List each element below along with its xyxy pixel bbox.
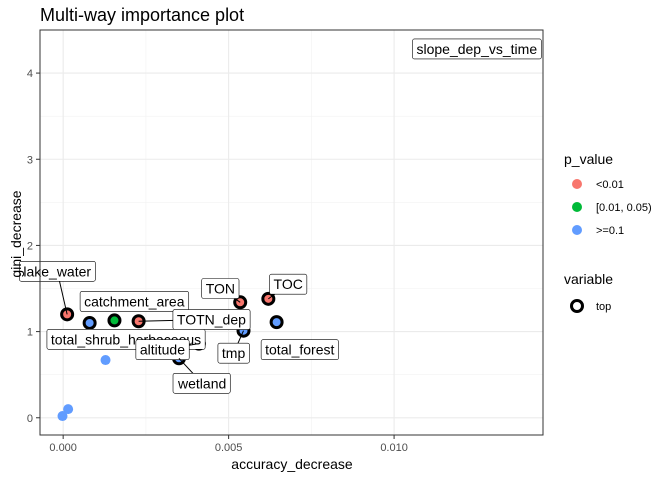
y-tick-label: 3	[27, 154, 33, 166]
data-point	[269, 315, 284, 330]
label-box	[172, 372, 231, 394]
y-tick-label: 2	[27, 240, 33, 252]
point-label: TOC	[274, 276, 303, 292]
labels-layer: slope_dep_vs_time TOC TON lake_watercatchme…	[19, 38, 542, 394]
legend-title-variable: variable	[564, 271, 613, 287]
point-label-group: wetland	[172, 357, 231, 394]
label-box	[217, 342, 250, 364]
y-tick-label: 4	[27, 68, 33, 80]
point-label-group: TOTN_dep	[138, 309, 251, 330]
legend-title-p-value: p_value	[564, 151, 613, 167]
point-label: tmp	[222, 345, 246, 361]
point-label-group: TON	[201, 278, 241, 303]
legend-label-p-value: <0.01	[596, 179, 624, 191]
label-box	[269, 273, 308, 295]
data-point	[100, 355, 111, 366]
label-box	[172, 309, 251, 330]
data-point	[107, 313, 122, 328]
point-label-group: catchment_area	[79, 291, 190, 312]
legend-key-p-value	[572, 179, 582, 189]
data-point	[82, 315, 97, 330]
point-label: TOTN_dep	[177, 312, 246, 328]
point-label: wetland	[177, 375, 226, 391]
legend-label-p-value: [0.01, 0.05)	[596, 202, 652, 214]
point-label-group: tmp	[217, 330, 250, 364]
point-label-group: slope_dep_vs_time	[412, 38, 542, 60]
legend-label-p-value: >=0.1	[596, 225, 624, 237]
x-axis-title: accuracy_decrease	[231, 456, 353, 472]
label-box	[19, 260, 96, 282]
point-label: lake_water	[23, 263, 91, 279]
plot-panel: slope_dep_vs_time TOC TON lake_watercatchme…	[19, 29, 544, 436]
data-point	[63, 404, 74, 415]
y-axis-title: gini_decrease	[8, 190, 24, 277]
point-label-group: total_forest	[260, 339, 339, 360]
label-box	[260, 339, 339, 360]
y-tick-label: 1	[27, 327, 33, 339]
chart-title: Multi-way importance plot	[40, 5, 244, 25]
panel-background	[40, 30, 543, 435]
point-label: altitude	[140, 342, 185, 358]
point-label: total_forest	[265, 342, 334, 358]
legend-key-p-value	[572, 225, 582, 235]
label-box	[201, 278, 240, 299]
panel-border	[39, 29, 544, 436]
label-box	[79, 291, 190, 312]
x-tick-label: 0.010	[380, 442, 408, 454]
legend-key-p-value	[572, 202, 582, 212]
legend-label-variable: top	[596, 301, 611, 313]
point-label: catchment_area	[84, 293, 185, 309]
y-tick-label: 0	[27, 413, 33, 425]
point-label-group: TOC	[268, 273, 308, 300]
legend-key-variable	[570, 299, 584, 313]
x-tick-label: 0.000	[49, 442, 77, 454]
label-box	[412, 38, 542, 60]
x-axis-ticks: 0.000 0.005 0.010	[49, 435, 408, 454]
point-label-group: altitude	[135, 339, 199, 360]
y-axis-ticks: 0 1 2 3 4	[27, 68, 40, 425]
legend: p_value variable <0.01 [0.01, 0.05) >=0.1 t…	[564, 151, 652, 313]
point-label: slope_dep_vs_time	[416, 41, 537, 57]
label-box	[135, 339, 190, 360]
x-tick-label: 0.005	[215, 442, 243, 454]
point-label: TON	[206, 281, 235, 297]
data-point	[57, 411, 68, 422]
